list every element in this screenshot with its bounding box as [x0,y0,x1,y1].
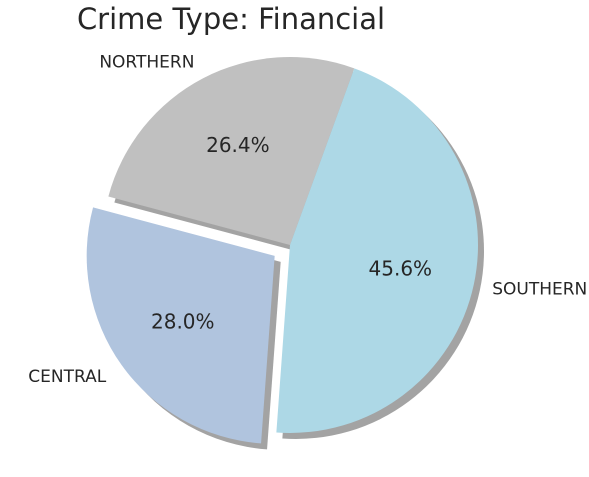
category-label-northern: NORTHERN [99,53,194,73]
category-label-southern: SOUTHERN [492,279,587,299]
chart-title: Crime Type: Financial [77,2,385,36]
label-layer: 26.4% NORTHERN 28.0% CENTRAL 45.6% SOUTHERN [28,53,587,387]
slice-layer [86,56,479,444]
pct-label-northern: 26.4% [206,133,270,157]
slice-northern[interactable] [108,56,355,246]
pct-label-southern: 45.6% [369,257,433,281]
slice-central[interactable] [86,207,275,444]
slice-southern[interactable] [276,68,479,434]
category-label-central: CENTRAL [28,367,106,387]
pct-label-central: 28.0% [151,309,215,333]
